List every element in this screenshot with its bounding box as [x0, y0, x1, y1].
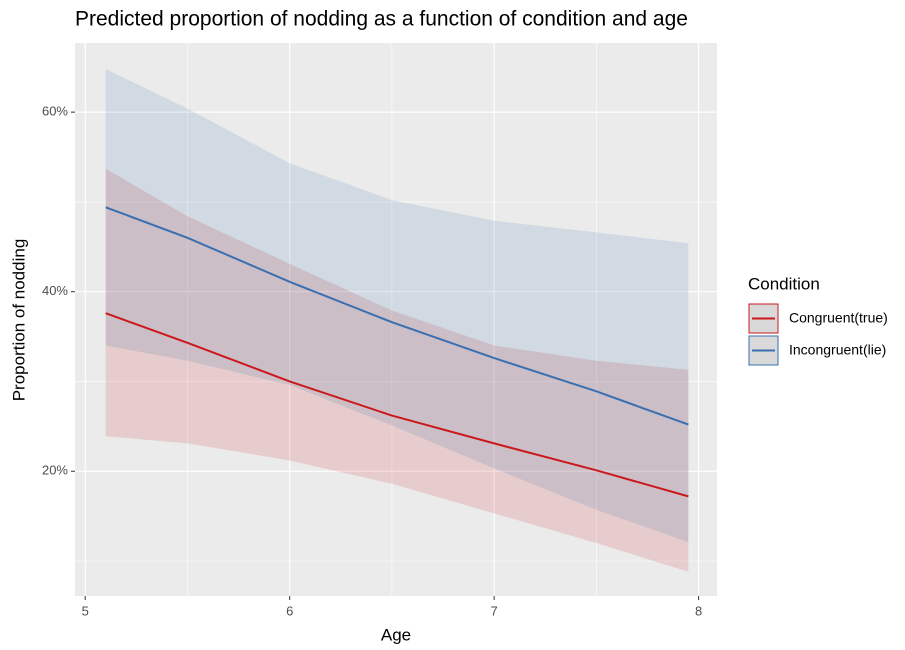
- x-tick-label: 6: [286, 603, 293, 618]
- legend-label: Incongruent(lie): [789, 342, 886, 358]
- y-tick-label: 20%: [42, 463, 68, 478]
- y-tick-label: 60%: [42, 104, 68, 119]
- ribbon: [105, 168, 689, 572]
- legend-title: Condition: [748, 274, 820, 293]
- line: [105, 206, 689, 426]
- x-tick-label: 5: [82, 603, 89, 618]
- panel: [75, 43, 717, 596]
- chart-title: Predicted proportion of nodding as a fun…: [75, 8, 688, 31]
- legend-label: Congruent(true): [789, 310, 888, 326]
- x-tick-label: 7: [491, 603, 498, 618]
- y-axis-title: Proportion of nodding: [9, 239, 28, 402]
- x-tick-label: 8: [695, 603, 702, 618]
- y-tick-label: 40%: [42, 283, 68, 298]
- ribbon: [105, 69, 689, 543]
- line: [105, 312, 689, 498]
- x-axis-title: Age: [381, 625, 411, 644]
